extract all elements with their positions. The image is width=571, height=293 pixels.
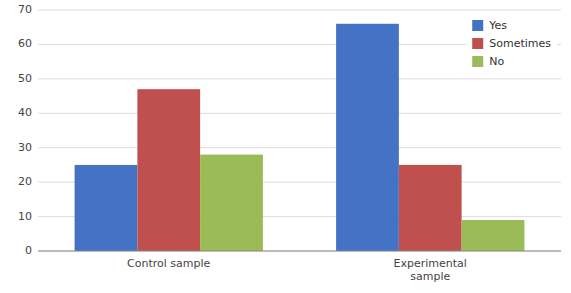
legend-label: Yes	[488, 19, 507, 32]
bar	[399, 165, 462, 251]
y-tick-label: 60	[18, 37, 32, 50]
bar	[137, 89, 200, 251]
y-axis: 0 10 20 30 40 50 60 70	[18, 3, 32, 257]
x-tick-label: Experimentalsample	[394, 257, 467, 283]
bar	[200, 155, 263, 251]
x-axis-line	[38, 251, 561, 252]
chart: 0 10 20 30 40 50 60 70 Control sample Experimenta…	[0, 0, 571, 293]
legend-item: No	[472, 55, 504, 68]
y-tick-label: 40	[18, 106, 32, 119]
legend-label: Sometimes	[489, 37, 551, 50]
y-tick-label: 30	[18, 141, 32, 154]
legend-background	[466, 14, 557, 73]
legend-label: No	[489, 55, 504, 68]
grid-line	[38, 147, 561, 148]
y-tick-label: 70	[18, 3, 32, 16]
grid-line	[38, 113, 561, 114]
legend-item: Sometimes	[472, 37, 551, 50]
y-tick-label: 0	[25, 244, 32, 257]
bar	[336, 24, 399, 251]
legend-swatch	[472, 20, 483, 31]
x-axis: Control sample Experimentalsample	[127, 257, 467, 283]
chart-container: 0 10 20 30 40 50 60 70 Control sample Experimenta…	[0, 0, 571, 293]
grid-line	[38, 78, 561, 79]
legend-swatch	[472, 38, 483, 49]
grid	[38, 10, 561, 251]
legend: Yes Sometimes No	[466, 14, 557, 73]
legend-item: Yes	[472, 19, 507, 32]
bar	[75, 165, 138, 251]
grid-line	[38, 251, 561, 252]
bars	[75, 24, 525, 251]
grid-line	[38, 10, 561, 11]
y-tick-label: 10	[18, 210, 32, 223]
y-tick-label: 50	[18, 72, 32, 85]
bar	[462, 220, 525, 251]
x-tick-label: Control sample	[127, 257, 210, 270]
y-tick-label: 20	[18, 175, 32, 188]
legend-swatch	[472, 56, 483, 67]
